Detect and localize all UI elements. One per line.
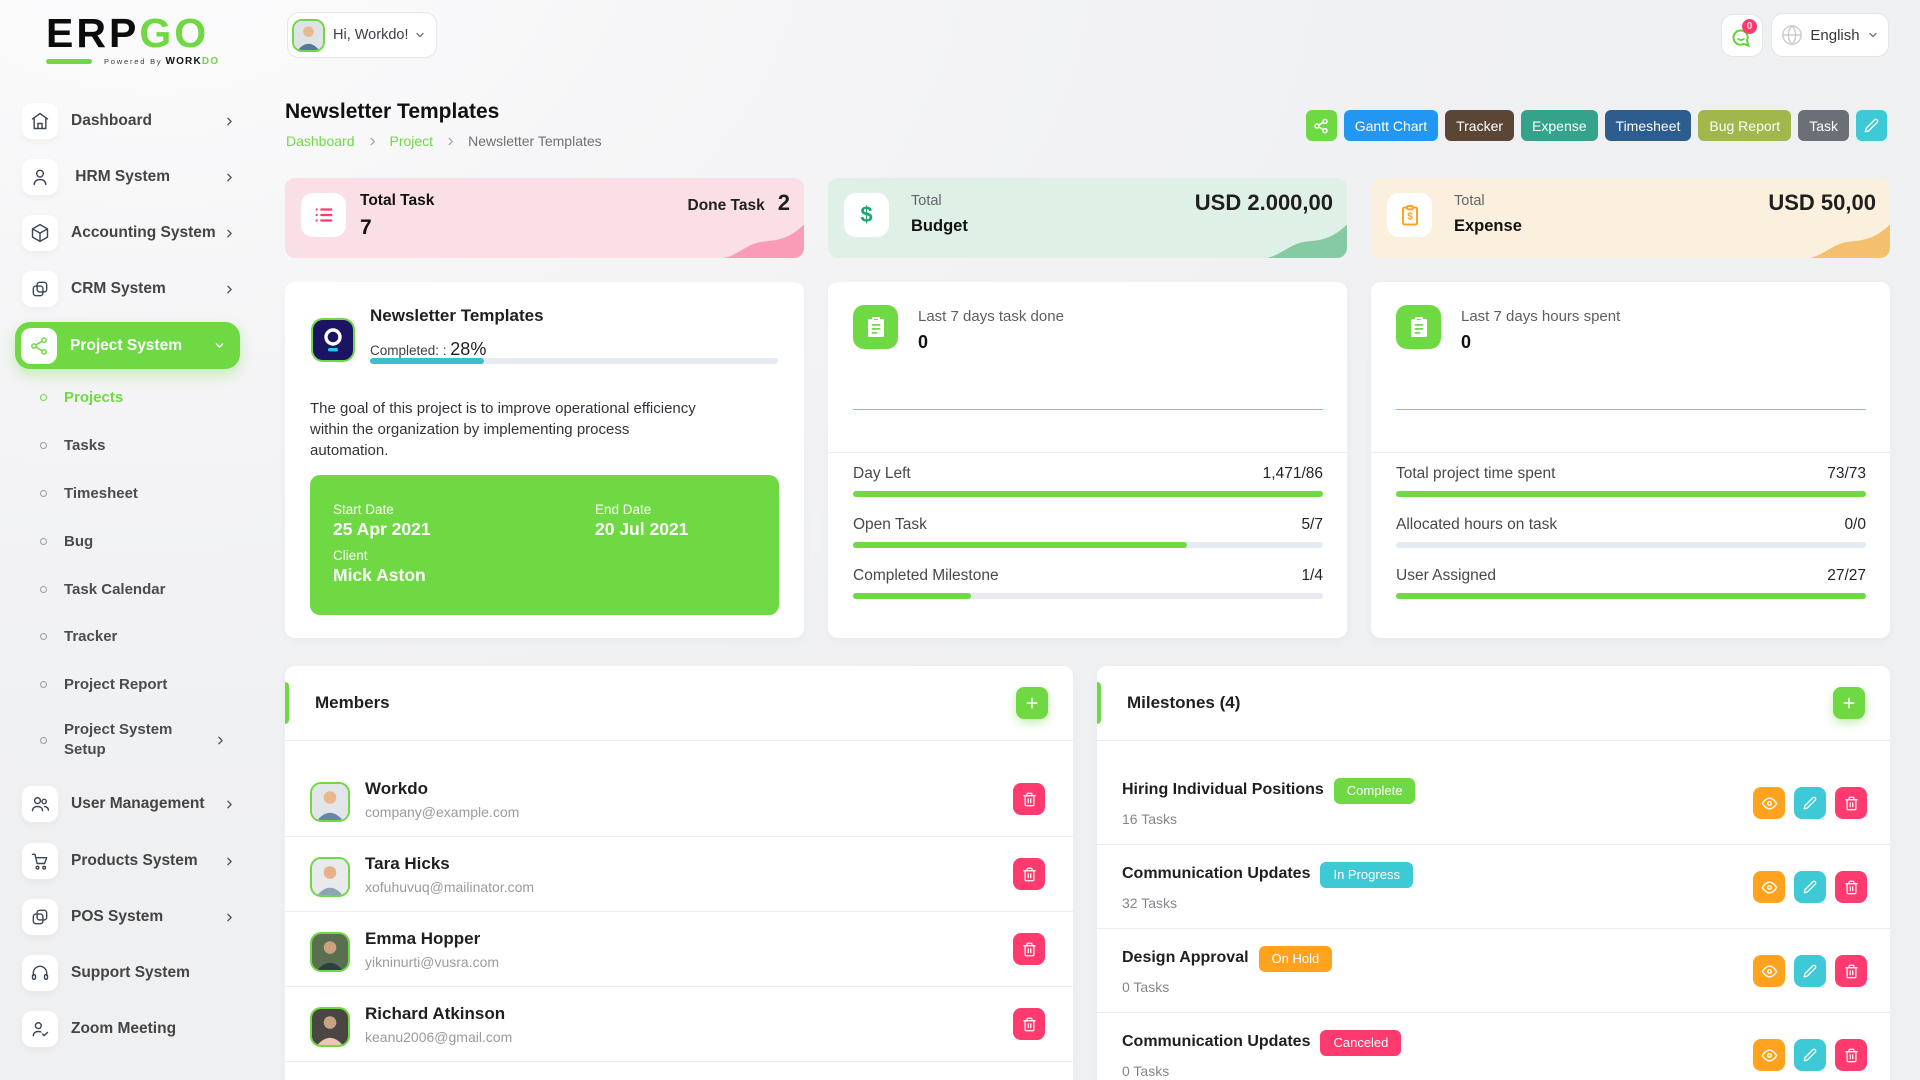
svg-text:$: $ xyxy=(1407,212,1413,223)
